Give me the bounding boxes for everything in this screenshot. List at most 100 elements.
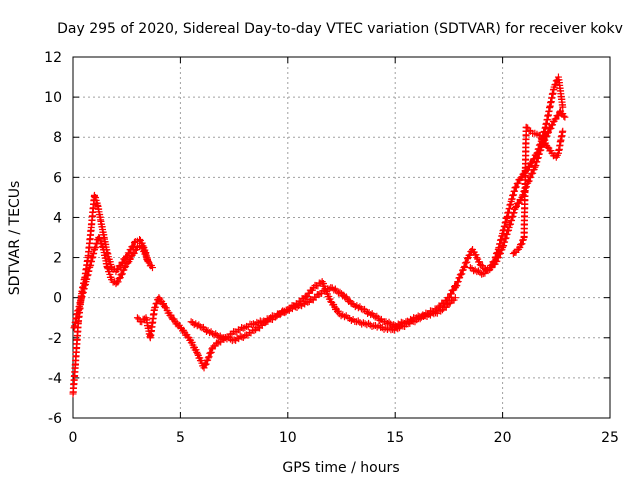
y-tick-label: 8 (53, 130, 62, 146)
data-point (202, 360, 210, 368)
y-tick-label: -4 (48, 371, 62, 387)
data-point (525, 177, 533, 185)
data-point (559, 103, 567, 111)
data-point (133, 314, 141, 322)
data-point (291, 303, 299, 311)
data-point (207, 348, 215, 356)
data-point (496, 249, 504, 257)
data-point (464, 255, 472, 263)
data-point (545, 128, 553, 136)
data-point (547, 124, 555, 132)
data-point (529, 169, 537, 177)
data-point (527, 173, 535, 181)
data-point (544, 143, 552, 151)
data-point (376, 316, 384, 324)
x-axis-label: GPS time / hours (282, 460, 399, 476)
data-point (561, 113, 569, 121)
data-point (193, 348, 201, 356)
data-point (206, 329, 214, 337)
data-point (193, 322, 201, 330)
data-point (118, 270, 126, 278)
y-tick-label: 12 (44, 50, 62, 66)
data-point (549, 121, 557, 129)
chart-title: Day 295 of 2020, Sidereal Day-to-day VTE… (57, 21, 623, 37)
x-tick-label: 5 (176, 430, 185, 446)
axis-ticks: 0 5 10 15 20 25 -6 -4 -2 0 2 4 6 8 10 12 (44, 50, 619, 446)
grid-lines (73, 57, 610, 418)
data-point (473, 254, 481, 262)
y-tick-label: -2 (48, 331, 62, 347)
data-point (471, 266, 479, 274)
data-point (447, 290, 455, 298)
data-point (122, 263, 130, 271)
data-point (514, 179, 522, 187)
data-point (238, 333, 246, 341)
y-tick-label: 2 (53, 251, 62, 267)
data-point (336, 288, 344, 296)
data-point (130, 242, 138, 250)
data-point (130, 249, 138, 257)
data-point (368, 323, 376, 331)
data-point (511, 203, 519, 211)
data-point (525, 162, 533, 170)
data-point (347, 317, 355, 325)
data-point (130, 239, 138, 247)
data-point (560, 112, 568, 120)
data-point (463, 258, 471, 266)
data-point (103, 264, 111, 272)
data-point (114, 278, 122, 286)
data-point (528, 159, 536, 167)
y-tick-label: 10 (44, 90, 62, 106)
x-tick-label: 10 (279, 430, 297, 446)
data-point (273, 312, 281, 320)
data-point (194, 350, 202, 358)
data-point (115, 275, 123, 283)
plot-frame (72, 56, 611, 419)
y-tick-label: -6 (48, 411, 62, 427)
data-point (341, 313, 349, 321)
data-point (144, 258, 152, 266)
data-point (460, 264, 468, 272)
data-point (124, 259, 132, 267)
data-point (473, 268, 481, 276)
data-point (512, 183, 520, 191)
data-point (458, 270, 466, 278)
data-point (518, 240, 526, 248)
data-point (446, 293, 454, 301)
data-point (365, 319, 373, 327)
data-point (367, 311, 375, 319)
y-tick-label: 4 (53, 210, 62, 226)
data-point (454, 278, 462, 286)
data-point (153, 299, 161, 307)
data-point (453, 281, 461, 289)
data-point (155, 294, 163, 302)
data-point (249, 320, 257, 328)
data-point (354, 317, 362, 325)
data-point (525, 126, 533, 134)
data-point (493, 257, 501, 265)
data-point (354, 304, 362, 312)
data-point (121, 264, 129, 272)
data-point (474, 267, 482, 275)
data-point (98, 242, 106, 250)
data-point (476, 269, 484, 277)
x-tick-label: 25 (601, 430, 619, 446)
data-point (325, 285, 333, 293)
data-point (399, 319, 407, 327)
data-point (478, 270, 486, 278)
data-point (127, 255, 135, 263)
data-point (552, 80, 560, 88)
data-point (442, 303, 450, 311)
data-points (69, 73, 569, 398)
data-point (371, 313, 379, 321)
data-point (330, 286, 338, 294)
y-tick-label: 0 (53, 291, 62, 307)
y-axis-label: SDTVAR / TECUs (7, 181, 23, 296)
data-point (148, 264, 156, 272)
x-tick-label: 15 (386, 430, 404, 446)
data-point (544, 129, 552, 137)
data-point (92, 243, 100, 251)
data-point (204, 354, 212, 362)
x-tick-label: 0 (69, 430, 78, 446)
